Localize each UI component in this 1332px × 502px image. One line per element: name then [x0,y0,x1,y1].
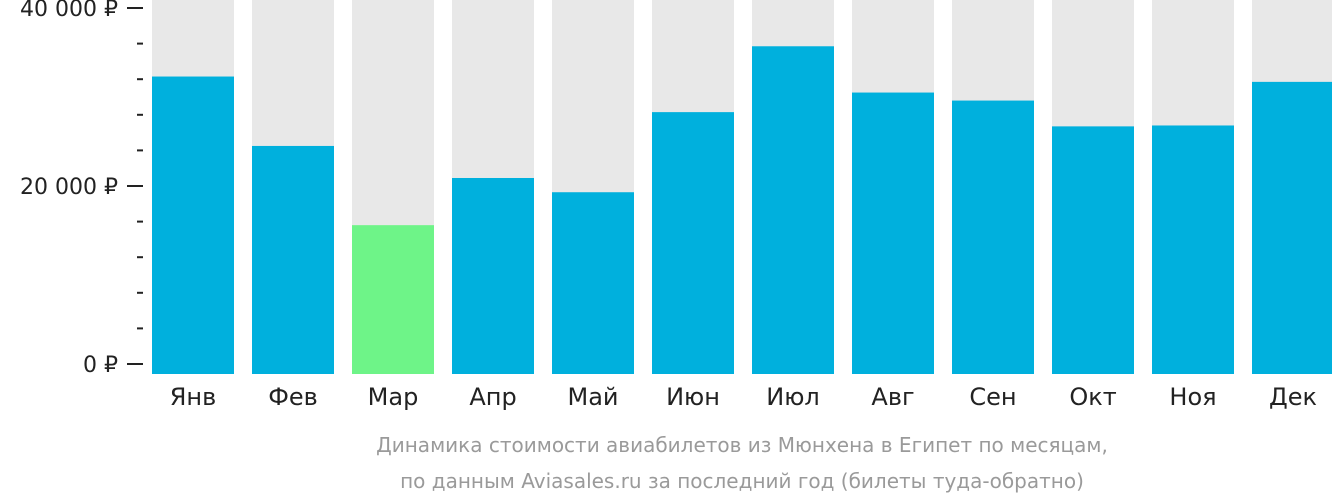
y-tick-label-2: 20 000 ₽ [20,175,118,200]
bar-7 [752,46,834,375]
x-tick-label-11: Ноя [1169,383,1216,411]
x-tick-label-3: Мар [368,383,419,411]
y-tick-label-3: 40 000 ₽ [20,0,118,22]
x-tick-label-12: Дек [1269,383,1317,411]
x-tick-label-8: Авг [871,383,914,411]
x-tick-label-4: Апр [469,383,516,411]
x-tick-label-7: Июл [766,383,820,411]
x-tick-label-9: Сен [969,383,1016,411]
caption-line-1: Динамика стоимости авиабилетов из Мюнхен… [376,433,1108,457]
bar-6 [652,112,734,374]
bar-11 [1152,125,1234,374]
bar-10 [1052,126,1134,375]
y-tick-label-1: 0 ₽ [83,353,118,378]
bars [152,46,1332,375]
bar-8 [852,92,934,375]
bar-5 [552,192,634,374]
x-tick-label-6: Июн [666,383,720,411]
bar-1 [152,76,234,374]
bar-12 [1252,81,1332,375]
x-tick-label-5: Май [567,383,618,411]
bar-9 [952,100,1034,374]
x-tick-label-10: Окт [1069,383,1116,411]
bar-3 [352,225,434,374]
x-tick-label-1: Янв [170,383,217,411]
bar-2 [252,145,334,374]
x-tick-label-2: Фев [268,383,318,411]
x-axis-labels: Янв Фев Мар Апр Май Июн Июл Авг Сен Окт Ноя Дек [170,383,1317,411]
y-axis: 0 ₽ 20 000 ₽ 40 000 ₽ [20,0,143,378]
bar-4 [452,177,534,374]
caption-line-2: по данным Aviasales.ru за последний год … [400,469,1084,493]
